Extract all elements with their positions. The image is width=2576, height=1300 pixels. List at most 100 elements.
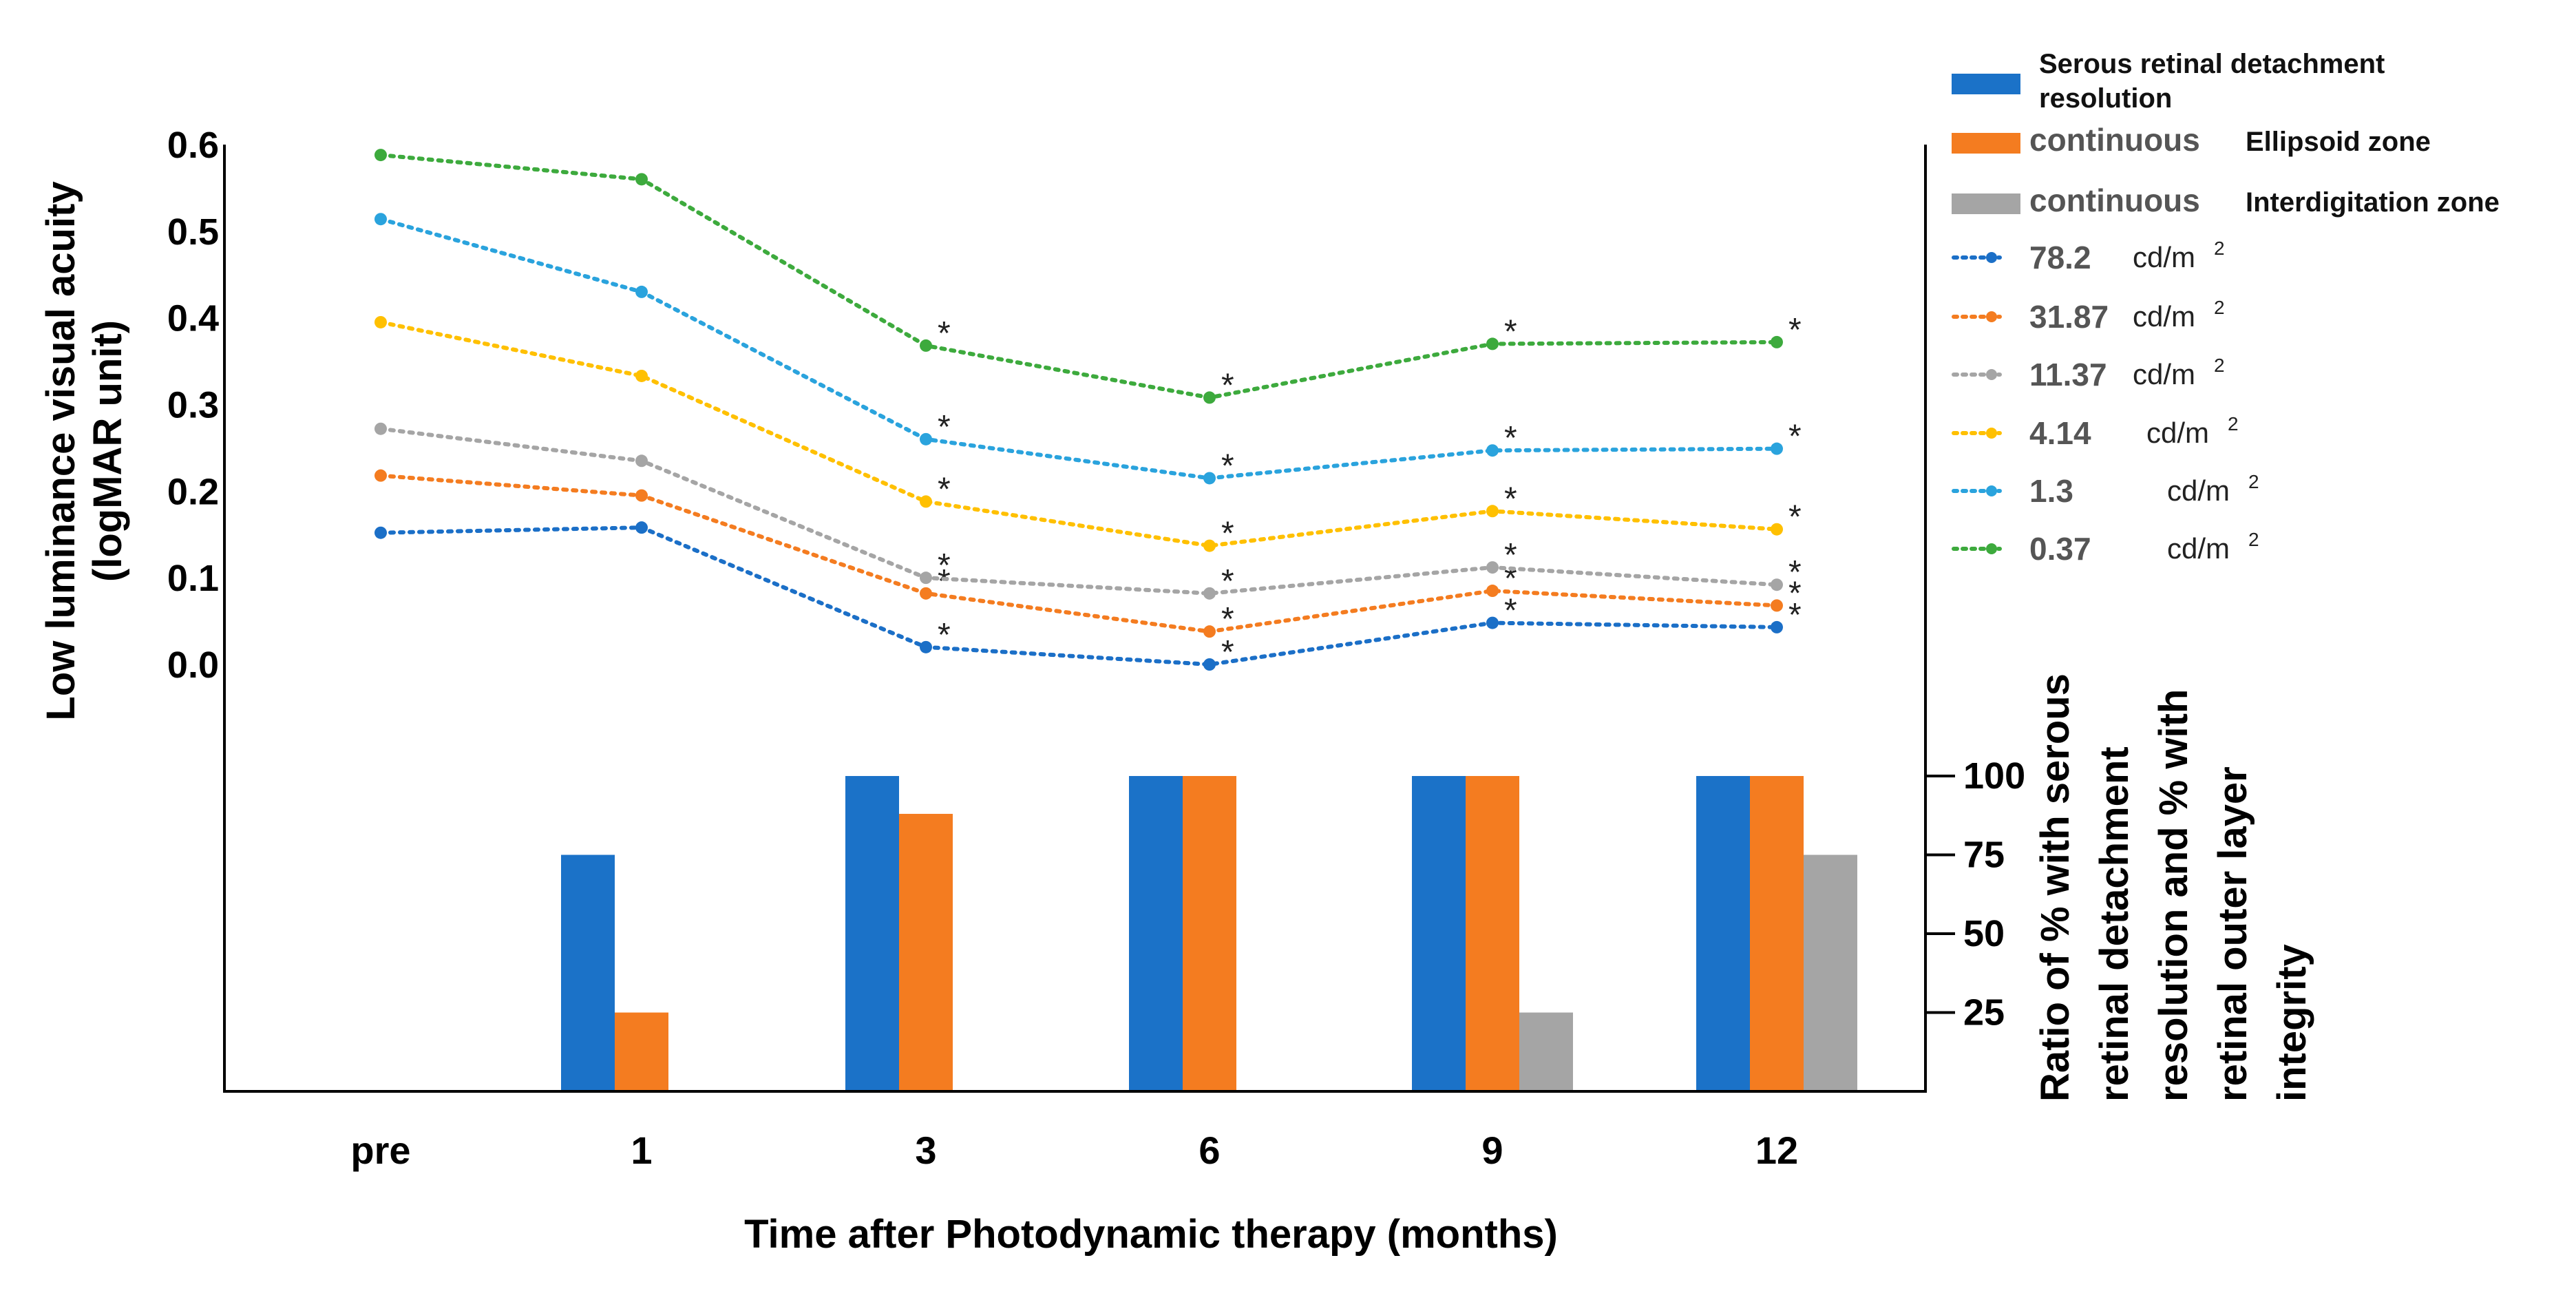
- significance-marker: *: [938, 471, 951, 507]
- bar: [1466, 776, 1519, 1091]
- data-point: [920, 495, 932, 508]
- legend-unit: cd/m: [2133, 300, 2195, 333]
- data-point: [1203, 391, 1216, 404]
- data-point: [635, 521, 648, 534]
- bar-group: [561, 776, 1857, 1091]
- legend-label: 1.3: [2029, 473, 2073, 509]
- left-axis-ticks: 0.6 0.5 0.4 0.3 0.2 0.1 0.0: [167, 125, 219, 686]
- left-tick-label: 0.4: [167, 298, 219, 339]
- significance-marker: *: [1221, 601, 1234, 638]
- data-point: [1486, 616, 1499, 629]
- legend-label: Interdigitation zone: [2246, 187, 2500, 218]
- legend-unit: cd/m: [2133, 358, 2195, 390]
- legend-label: 31.87: [2029, 299, 2109, 335]
- x-tick-label: 9: [1481, 1129, 1503, 1172]
- significance-marker: *: [1788, 597, 1802, 633]
- significance-marker: *: [1504, 420, 1517, 457]
- legend-marker: [1986, 543, 1997, 554]
- legend-unit-superscript: 2: [2228, 413, 2239, 434]
- data-point: [1203, 539, 1216, 552]
- data-point: [1771, 620, 1783, 633]
- legend-label: 4.14: [2029, 415, 2091, 451]
- legend-swatch: [1952, 74, 2020, 94]
- significance-marker: *: [1221, 516, 1234, 552]
- data-point: [1771, 442, 1783, 455]
- data-point: [1486, 444, 1499, 457]
- legend-label: 11.37: [2029, 357, 2107, 392]
- legend-marker: [1986, 428, 1997, 439]
- data-point: [374, 149, 387, 162]
- legend-swatch: [1952, 133, 2020, 154]
- right-axis-label-line: Ratio of % with serous: [2033, 673, 2078, 1102]
- legend-label: Serous retinal detachment: [2039, 49, 2385, 79]
- right-tick-label: 50: [1963, 913, 2005, 954]
- legend-marker: [1986, 485, 1997, 496]
- left-tick-label: 0.0: [167, 644, 219, 686]
- significance-marker: *: [938, 563, 951, 600]
- right-axis-label-line: retinal detachment: [2092, 746, 2137, 1102]
- left-tick-label: 0.2: [167, 471, 219, 512]
- significance-marker: *: [1221, 634, 1234, 671]
- data-point: [1203, 658, 1216, 671]
- right-axis-label-line: retinal outer layer: [2210, 766, 2255, 1102]
- legend-unit: cd/m: [2146, 417, 2209, 449]
- series-line: [379, 426, 1779, 596]
- significance-marker: *: [1788, 499, 1802, 536]
- left-axis-label-line1: Low luminance visual acuity: [39, 181, 83, 720]
- bar: [845, 776, 899, 1091]
- significance-marker: *: [1504, 593, 1517, 629]
- significance-marker: *: [1788, 575, 1802, 611]
- data-point: [920, 640, 932, 653]
- significance-marker: *: [938, 617, 951, 653]
- legend-marker: [1986, 311, 1997, 322]
- legend-unit-superscript: 2: [2214, 355, 2225, 376]
- significance-marker: *: [1504, 537, 1517, 574]
- data-point: [1486, 337, 1499, 350]
- data-point: [920, 572, 932, 585]
- left-tick-label: 0.6: [167, 125, 219, 166]
- line-series-group: * ** **** ** ** **** **** **** *: [374, 149, 1802, 671]
- left-tick-label: 0.1: [167, 558, 219, 599]
- bar: [1129, 776, 1183, 1091]
- left-tick-label: 0.5: [167, 211, 219, 253]
- x-axis-label: Time after Photodynamic therapy (months): [744, 1212, 1558, 1257]
- left-tick-label: 0.3: [167, 385, 219, 426]
- axes: [223, 145, 1927, 1093]
- data-point: [374, 422, 387, 435]
- data-point: [374, 469, 387, 482]
- x-axis-ticks: pre 1 3 6 9 12: [350, 1129, 1798, 1172]
- series-line: [379, 153, 1779, 400]
- left-axis-label-line2: (logMAR unit): [85, 320, 130, 582]
- legend-label: 78.2: [2029, 240, 2091, 275]
- significance-marker: *: [1788, 554, 1802, 591]
- data-point: [920, 339, 932, 352]
- significance-marker: *: [1221, 448, 1234, 484]
- legend-marker: [1986, 252, 1997, 263]
- right-axis-label: Ratio of % with serous retinal detachment…: [2033, 673, 2314, 1102]
- data-point: [1486, 585, 1499, 598]
- significance-marker: *: [938, 315, 951, 352]
- x-tick-label: 3: [915, 1129, 936, 1172]
- data-point: [635, 173, 648, 186]
- data-point: [374, 213, 387, 226]
- legend-prefix: continuous: [2029, 182, 2200, 218]
- series-line: [379, 217, 1779, 481]
- bar: [1412, 776, 1466, 1091]
- data-point: [1771, 578, 1783, 591]
- bar: [1750, 776, 1804, 1091]
- legend-unit: cd/m: [2133, 241, 2195, 273]
- bar: [561, 855, 615, 1091]
- right-axis-ticks: 100 75 50 25: [1925, 755, 2025, 1034]
- data-point: [635, 454, 648, 468]
- data-point: [920, 432, 932, 445]
- bar: [615, 1012, 668, 1091]
- data-point: [1486, 561, 1499, 574]
- data-point: [1771, 335, 1783, 348]
- legend-swatch: [1952, 193, 2020, 214]
- bar: [1696, 776, 1750, 1091]
- x-tick-label: 12: [1755, 1129, 1798, 1172]
- legend-marker: [1986, 369, 1997, 380]
- right-axis-label-line: resolution and % with: [2151, 689, 2196, 1102]
- data-point: [1203, 625, 1216, 638]
- data-point: [635, 285, 648, 298]
